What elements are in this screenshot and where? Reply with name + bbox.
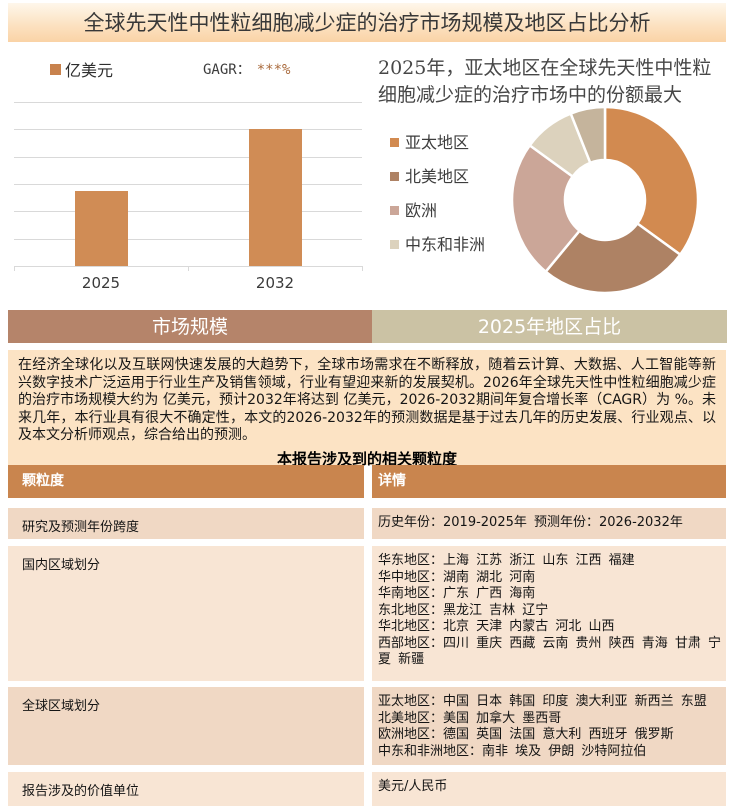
row-label-cell: 国内区域划分	[8, 546, 364, 681]
section-tabs: 市场规模 2025年地区占比	[8, 310, 727, 343]
detail-line: 中东和非洲地区：南非 埃及 伊朗 沙特阿拉伯	[378, 743, 647, 759]
market-size-bar-chart: 2025 2032	[14, 102, 363, 292]
cagr-annotation: GAGR： ***%	[203, 59, 290, 79]
detail-line: 北美地区：美国 加拿大 墨西哥	[378, 710, 562, 726]
axis-tick	[362, 266, 363, 271]
column-divider	[364, 465, 372, 498]
detail-line: 欧洲地区：德国 英国 法国 意大利 西班牙 俄罗斯	[378, 727, 674, 742]
detail-line: 亚太地区：中国 日本 韩国 印度 澳大利亚 新西兰 东盟	[378, 694, 707, 709]
x-axis-label: 2032	[255, 274, 295, 292]
axis-tick	[14, 266, 15, 271]
donut-legend-item: 中东和非洲	[390, 234, 486, 255]
gridline	[14, 238, 362, 240]
donut-legend-item: 北美地区	[390, 166, 486, 187]
tab-region-share[interactable]: 2025年地区占比	[372, 310, 727, 343]
donut-legend-label: 中东和非洲	[405, 235, 486, 254]
donut-segment-北美地区	[543, 221, 682, 295]
row-detail-cell: 华东地区：上海 江苏 浙江 山东 江西 福建 华中地区：湖南 湖北 河南 华南地区：…	[372, 546, 726, 681]
detail-line: 西部地区：四川 重庆 西藏 云南 贵州 陕西 青海 甘肃 宁夏 新疆	[378, 635, 722, 668]
detail-line: 华中地区：湖南 湖北 河南	[378, 569, 536, 585]
donut-segment-欧洲	[510, 143, 582, 274]
column-divider	[364, 508, 372, 539]
tab-market-size[interactable]: 市场规模	[8, 310, 372, 343]
table-row: 报告涉及的价值单位 美元/人民币	[8, 772, 726, 806]
column-divider	[364, 687, 372, 765]
table-header-granularity: 颗粒度	[8, 465, 364, 498]
table-row: 研究及预测年份跨度 历史年份：2019-2025年 预测年份：2026-2032年	[8, 508, 726, 539]
detail-line: 华东地区：上海 江苏 浙江 山东 江西 福建	[378, 553, 635, 568]
gridline	[14, 211, 362, 213]
region-share-donut-chart	[505, 100, 705, 300]
legend-swatch-icon	[390, 240, 399, 249]
detail-line: 历史年份：2019-2025年 预测年份：2026-2032年	[378, 515, 683, 530]
axis-tick	[188, 266, 189, 271]
legend-swatch-icon	[390, 138, 399, 147]
table-row: 国内区域划分 华东地区：上海 江苏 浙江 山东 江西 福建 华中地区：湖南 湖北 河…	[8, 546, 726, 681]
legend-swatch-icon	[390, 206, 399, 215]
bar-chart-legend: 亿美元	[50, 57, 113, 81]
table-header-row: 颗粒度 详情	[8, 465, 726, 498]
page-title: 全球先天性中性粒细胞减少症的治疗市场规模及地区占比分析	[8, 3, 726, 42]
row-label-cell: 研究及预测年份跨度	[8, 508, 364, 539]
cagr-label: GAGR：	[203, 62, 251, 78]
legend-swatch-icon	[390, 172, 399, 181]
detail-line: 华北地区：北京 天津 内蒙古 河北 山西	[378, 619, 615, 634]
bar-2032	[248, 129, 302, 266]
row-label-cell: 全球区域划分	[8, 687, 364, 765]
table-body: 研究及预测年份跨度 历史年份：2019-2025年 预测年份：2026-2032年…	[8, 508, 726, 806]
x-axis-label: 2025	[81, 274, 121, 292]
detail-line: 美元/人民币	[378, 779, 448, 794]
cagr-value: ***%	[256, 62, 291, 78]
row-detail-cell: 历史年份：2019-2025年 预测年份：2026-2032年	[372, 508, 726, 539]
donut-legend-label: 亚太地区	[405, 133, 470, 152]
table-header-detail: 详情	[372, 465, 726, 498]
row-detail-cell: 亚太地区：中国 日本 韩国 印度 澳大利亚 新西兰 东盟 北美地区：美国 加拿大 …	[372, 687, 726, 765]
legend-swatch-icon	[50, 64, 61, 75]
donut-svg	[510, 105, 700, 295]
row-label-cell: 报告涉及的价值单位	[8, 772, 364, 806]
table-header-spacer	[8, 498, 726, 508]
summary-paragraph: 在经济全球化以及互联网快速发展的大趋势下，全球市场需求在不断释放，随着云计算、大…	[18, 357, 716, 444]
summary-block: 在经济全球化以及互联网快速发展的大趋势下，全球市场需求在不断释放，随着云计算、大…	[8, 350, 726, 468]
column-divider	[364, 772, 372, 806]
table-row: 全球区域划分 亚太地区：中国 日本 韩国 印度 澳大利亚 新西兰 东盟 北美地区：美…	[8, 687, 726, 765]
donut-legend-label: 北美地区	[405, 167, 470, 186]
donut-legend-label: 欧洲	[405, 201, 438, 220]
granularity-heading: 本报告涉及到的相关颗粒度	[276, 449, 457, 468]
donut-legend-item: 亚太地区	[390, 132, 486, 153]
region-share-headline: 2025年，亚太地区在全球先天性中性粒细胞减少症的治疗市场中的份额最大	[378, 57, 712, 106]
donut-legend: 亚太地区北美地区欧洲中东和非洲	[390, 132, 486, 268]
gridline	[14, 102, 362, 103]
detail-line: 华南地区：广东 广西 海南	[378, 586, 536, 601]
granularity-table: 颗粒度 详情 研究及预测年份跨度 历史年份：2019-2025年 预测年份：202…	[8, 465, 726, 806]
bar-2025	[74, 190, 128, 266]
gridline	[14, 184, 362, 185]
detail-line: 东北地区：黑龙江 吉林 辽宁	[378, 602, 549, 618]
donut-segment-unlabeled	[569, 105, 607, 165]
gridline	[14, 129, 362, 131]
gridline	[14, 156, 362, 158]
row-detail-cell: 美元/人民币	[372, 772, 726, 806]
donut-legend-item: 欧洲	[390, 200, 486, 221]
donut-segment-亚太地区	[603, 105, 700, 257]
bar-legend-label: 亿美元	[65, 61, 114, 80]
column-divider	[364, 546, 372, 681]
